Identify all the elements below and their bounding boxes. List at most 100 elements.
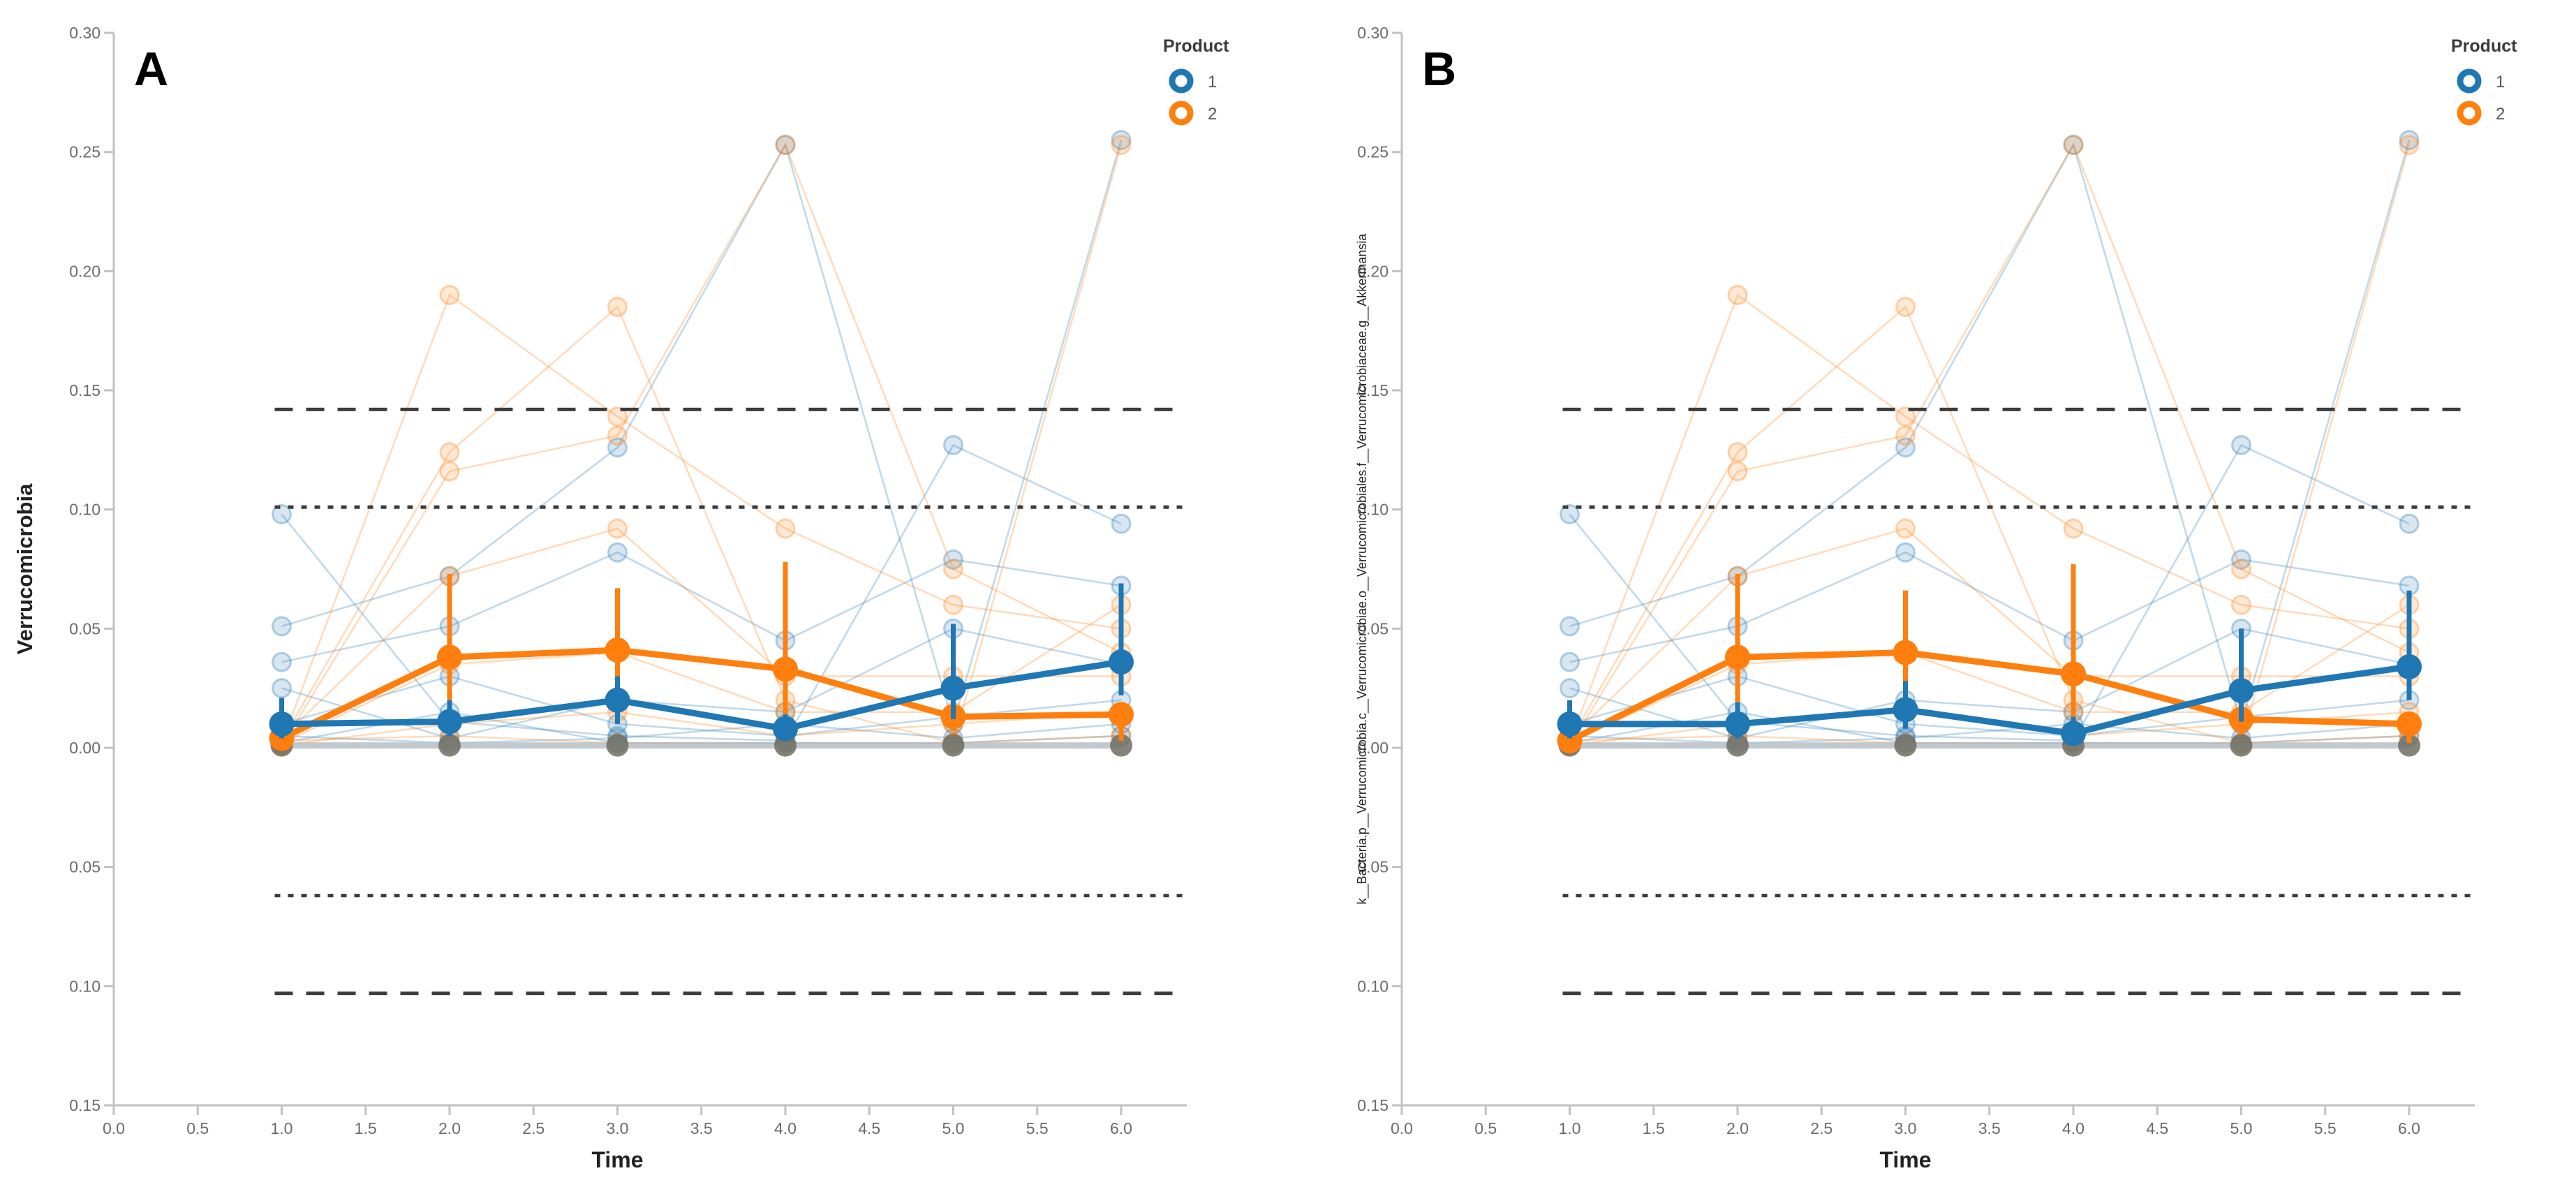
panel-label: A xyxy=(134,43,168,96)
individual-marker xyxy=(2231,435,2251,456)
chart-panel-A: A 0.30 0.25 0.20 0.15 0.10 0.05 0.00 0.05 0.10 0.1… xyxy=(13,24,1229,1172)
x-tick-label: 3.0 xyxy=(607,1119,629,1137)
legend-title: Product xyxy=(1163,36,1229,56)
x-tick-label: 6.0 xyxy=(1110,1119,1132,1137)
individual-marker xyxy=(1895,437,1916,458)
individual-marker xyxy=(1895,425,1916,446)
x-tick-label: 5.5 xyxy=(1026,1119,1049,1137)
individual-series-line xyxy=(1569,293,2410,744)
y-tick-label: 0.05 xyxy=(1357,619,1389,637)
mean-marker-product-1 xyxy=(2397,654,2422,679)
individual-marker xyxy=(943,559,963,580)
mean-marker-product-1 xyxy=(773,716,798,742)
individual-marker xyxy=(775,134,796,155)
mean-marker-overall xyxy=(606,734,629,757)
mean-marker-product-1 xyxy=(940,675,966,701)
legend-swatch-product-2 xyxy=(2457,101,2482,126)
individual-marker xyxy=(607,297,628,318)
x-tick-label: 1.5 xyxy=(355,1119,377,1137)
x-tick-label: 5.5 xyxy=(2314,1119,2337,1137)
mean-marker-overall xyxy=(2398,734,2420,757)
individual-marker xyxy=(439,284,460,305)
x-tick-label: 5.0 xyxy=(2230,1119,2253,1137)
legend-item-label: 2 xyxy=(2496,105,2505,124)
y-axis-title: Verrucomicrobia xyxy=(13,483,37,654)
panel-label: B xyxy=(1422,43,1456,96)
individual-marker xyxy=(439,442,460,463)
individual-series-line xyxy=(1569,142,2410,746)
individual-series-line xyxy=(1569,723,2410,744)
individual-series-line xyxy=(281,551,1122,663)
mean-marker-overall xyxy=(1726,734,1749,757)
x-tick-label: 1.0 xyxy=(271,1119,293,1137)
y-tick-label: 0.20 xyxy=(69,262,101,280)
individual-marker xyxy=(272,616,292,637)
legend-title: Product xyxy=(2451,36,2517,56)
y-axis-title: k__Bacteria.p__Verrucomicrobia.c__Verruc… xyxy=(1355,233,1370,904)
y-tick-label: 0.05 xyxy=(69,619,101,637)
y-tick-label: 0.15 xyxy=(69,381,101,399)
individual-marker xyxy=(607,437,628,458)
individual-series-line xyxy=(1569,140,2411,728)
x-tick-label: 3.5 xyxy=(690,1119,713,1137)
x-axis-title: Time xyxy=(1879,1147,1931,1172)
x-tick-label: 2.0 xyxy=(1726,1119,1749,1137)
legend-swatch-product-2 xyxy=(1169,101,1194,126)
legend-item-label: 2 xyxy=(1208,105,1217,124)
x-tick-label: 5.0 xyxy=(942,1119,965,1137)
individual-series-line xyxy=(281,142,1122,746)
y-tick-label: 0.30 xyxy=(69,24,101,42)
individual-series-line xyxy=(1569,675,2410,737)
individual-series-line xyxy=(1569,527,2409,739)
individual-marker xyxy=(1895,518,1916,539)
individual-marker xyxy=(775,518,796,539)
x-tick-label: 3.0 xyxy=(1895,1119,1917,1137)
x-tick-label: 0.0 xyxy=(103,1119,125,1137)
individual-marker xyxy=(1895,542,1916,563)
x-axis-title: Time xyxy=(591,1147,643,1172)
mean-marker-product-1 xyxy=(2061,721,2086,746)
mean-marker-overall xyxy=(438,734,461,757)
x-tick-label: 3.5 xyxy=(1978,1119,2001,1137)
individual-marker xyxy=(439,461,460,482)
legend-item-label: 1 xyxy=(2496,73,2505,91)
y-tick-label: 0.15 xyxy=(69,1096,101,1114)
legend-item-label: 1 xyxy=(1208,73,1217,91)
individual-marker xyxy=(607,406,628,427)
mean-marker-product-1 xyxy=(1725,711,1750,737)
individual-series-line xyxy=(1569,627,2410,739)
x-tick-label: 6.0 xyxy=(2398,1119,2420,1137)
individual-marker xyxy=(943,435,963,456)
individual-series-line xyxy=(281,723,1122,744)
mean-marker-product-1 xyxy=(1893,697,1918,723)
individual-marker xyxy=(272,678,292,699)
individual-marker xyxy=(1111,134,1132,155)
y-tick-label: 0.05 xyxy=(1357,858,1389,876)
y-tick-label: 0.10 xyxy=(1357,977,1389,995)
x-tick-label: 4.0 xyxy=(774,1119,797,1137)
mean-marker-product-1 xyxy=(605,687,630,713)
y-tick-label: 0.15 xyxy=(1357,1096,1389,1114)
individual-marker xyxy=(1895,297,1916,318)
y-tick-label: 0.25 xyxy=(1357,143,1389,161)
individual-series-line xyxy=(1569,551,2410,663)
x-tick-label: 2.5 xyxy=(1810,1119,1833,1137)
y-tick-label: 0.25 xyxy=(69,143,101,161)
individual-marker xyxy=(1727,442,1748,463)
panel-B: B 0.30 0.25 0.20 0.15 0.10 0.05 0.00 0.05 0.10 0.1… xyxy=(1288,0,2576,1187)
individual-marker xyxy=(2399,130,2420,151)
x-tick-label: 4.5 xyxy=(858,1119,880,1137)
individual-marker xyxy=(1560,504,1580,525)
y-tick-label: 0.00 xyxy=(1357,739,1389,757)
individual-marker xyxy=(1727,284,1748,305)
y-tick-label: 0.10 xyxy=(69,977,101,995)
y-tick-label: 0.00 xyxy=(69,739,101,757)
mean-series-line-product-2 xyxy=(1568,649,2410,744)
individual-marker xyxy=(2231,559,2251,580)
x-tick-label: 4.0 xyxy=(2062,1119,2085,1137)
individual-series-line xyxy=(281,627,1122,739)
mean-marker-product-1 xyxy=(269,711,295,737)
individual-marker xyxy=(1560,678,1580,699)
individual-marker xyxy=(1111,130,1132,151)
